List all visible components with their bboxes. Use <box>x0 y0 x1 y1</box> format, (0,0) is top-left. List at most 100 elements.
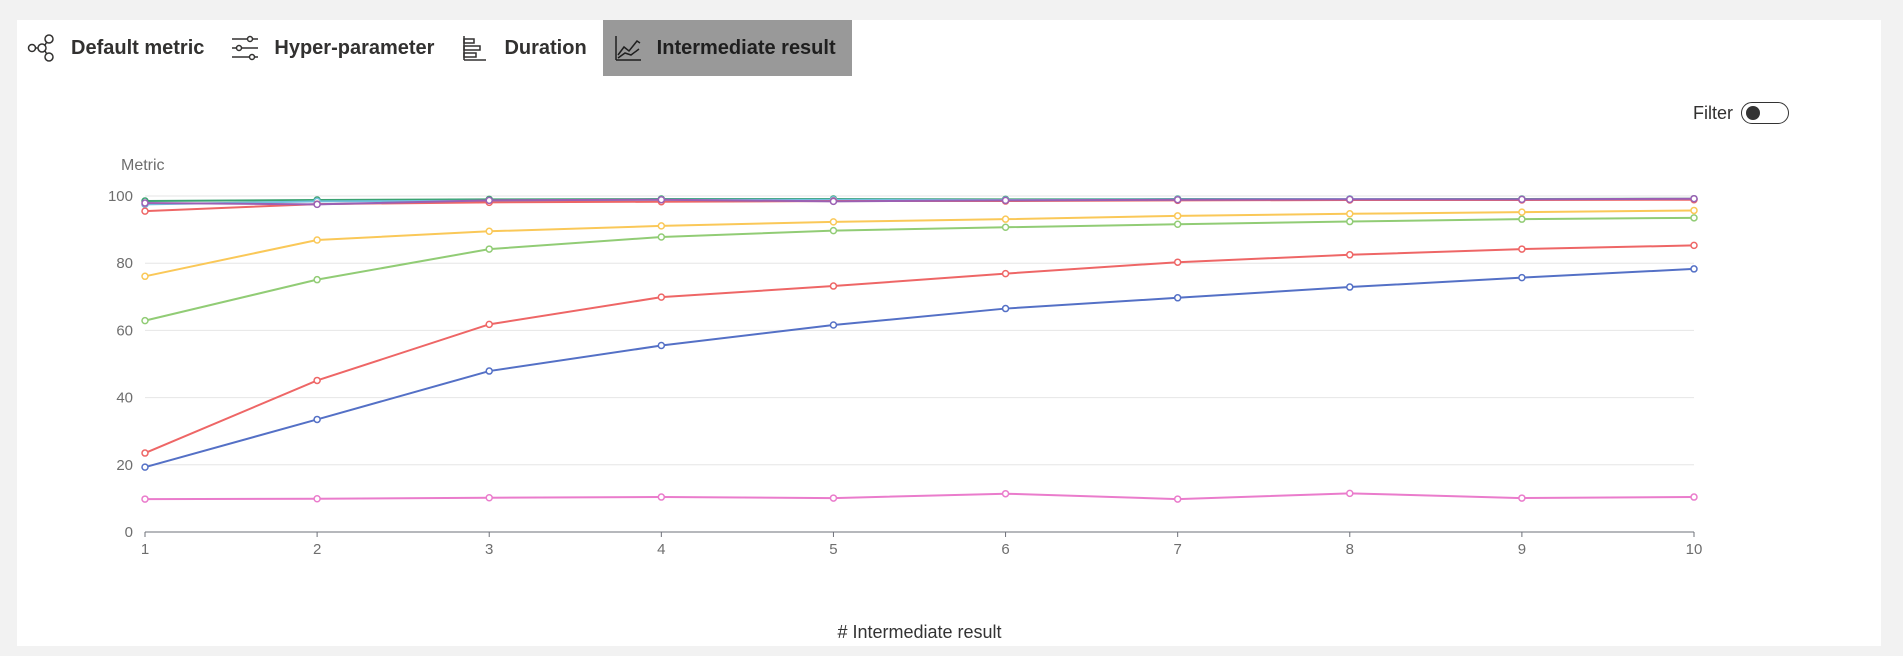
data-point <box>1690 493 1698 501</box>
data-point <box>313 236 321 244</box>
x-tick-label: 3 <box>485 541 493 558</box>
series-line <box>144 197 1695 206</box>
filter-label: Filter <box>1693 102 1733 123</box>
data-point <box>1346 251 1354 259</box>
intermediate-result-chart: 0 20 40 60 80 100 1 2 3 4 5 6 7 8 9 10 Metric # Intermedi… <box>108 157 1703 642</box>
data-point <box>1346 210 1354 218</box>
data-point <box>829 218 838 226</box>
x-tick-label: 9 <box>1518 541 1526 558</box>
data-point <box>313 200 321 209</box>
data-point <box>1518 245 1526 253</box>
chart-panel: Default metric Hyper-parameter Duration <box>17 20 1881 646</box>
y-axis-title: Metric <box>121 157 165 174</box>
data-point <box>485 227 493 236</box>
data-point <box>313 415 321 424</box>
data-point <box>1346 489 1354 498</box>
tab-intermediate-result[interactable]: Intermediate result <box>602 20 852 76</box>
y-tick-label: 40 <box>116 390 133 407</box>
data-point <box>141 207 149 215</box>
data-point <box>141 495 149 503</box>
data-point <box>1690 214 1698 222</box>
x-tick-label: 10 <box>1686 541 1703 558</box>
data-point <box>141 316 149 325</box>
data-point <box>1690 194 1698 203</box>
data-point <box>1518 215 1526 223</box>
data-point <box>485 196 493 205</box>
tab-intermediate-result-label: Intermediate result <box>656 36 836 59</box>
series-line <box>144 492 1695 501</box>
tab-hyper-parameter[interactable]: Hyper-parameter <box>220 20 450 76</box>
data-point <box>657 341 666 350</box>
series-line <box>144 244 1695 454</box>
data-point <box>1001 223 1010 231</box>
tab-default-metric[interactable]: Default metric <box>17 20 220 76</box>
data-point <box>141 449 149 457</box>
nodes-icon <box>27 34 54 62</box>
filter-toggle[interactable] <box>1741 102 1789 124</box>
data-point <box>1173 212 1182 220</box>
x-tick-label: 1 <box>141 541 149 558</box>
x-tick-label: 2 <box>313 541 321 558</box>
x-tick-label: 8 <box>1346 541 1354 558</box>
bar-chart-icon <box>463 36 487 61</box>
data-point <box>1001 269 1010 278</box>
data-point <box>141 272 149 281</box>
data-point <box>829 282 838 290</box>
data-point <box>657 493 666 501</box>
data-point <box>1173 294 1182 302</box>
filter-control: Filter <box>1693 102 1789 124</box>
tab-duration[interactable]: Duration <box>450 20 602 76</box>
data-point <box>313 494 321 503</box>
data-point <box>1001 489 1010 498</box>
data-point <box>1690 241 1698 250</box>
data-point <box>313 376 321 385</box>
x-tick-label: 7 <box>1173 541 1181 558</box>
data-point <box>1001 304 1010 313</box>
data-point <box>1173 220 1182 228</box>
data-point <box>141 463 149 471</box>
data-point <box>485 320 493 329</box>
data-point <box>1173 495 1182 503</box>
data-point <box>1173 258 1182 266</box>
data-point <box>1518 195 1526 204</box>
series-line <box>144 209 1695 278</box>
x-tick-label: 6 <box>1001 541 1009 558</box>
data-point <box>1518 494 1526 502</box>
data-point <box>1518 273 1526 282</box>
data-point <box>1173 195 1182 204</box>
data-point <box>1001 215 1010 223</box>
filter-toggle-knob <box>1746 106 1760 120</box>
y-tick-label: 20 <box>116 457 133 474</box>
data-point <box>485 245 493 253</box>
data-point <box>1346 283 1354 291</box>
data-point <box>657 195 666 204</box>
y-tick-label: 0 <box>125 524 133 541</box>
data-point <box>829 226 838 235</box>
tab-bar: Default metric Hyper-parameter Duration <box>17 20 852 76</box>
data-point <box>141 199 149 207</box>
data-point <box>1690 206 1698 215</box>
data-point <box>1346 217 1354 226</box>
data-point <box>829 494 838 502</box>
line-chart-icon <box>614 36 641 61</box>
data-point <box>485 493 493 502</box>
data-point <box>657 233 666 241</box>
y-tick-label: 60 <box>116 322 133 339</box>
data-point <box>1690 265 1698 273</box>
data-point <box>1346 195 1354 204</box>
data-point <box>313 275 321 284</box>
data-point <box>657 293 666 301</box>
data-point <box>1518 208 1526 216</box>
tab-hyper-parameter-label: Hyper-parameter <box>274 36 435 59</box>
tab-duration-label: Duration <box>504 36 587 59</box>
x-axis-title: # Intermediate result <box>837 622 1001 642</box>
x-tick-label: 4 <box>657 541 665 558</box>
sliders-icon <box>232 35 259 61</box>
data-point <box>829 321 838 329</box>
y-tick-label: 80 <box>116 255 133 272</box>
x-tick-label: 5 <box>829 541 837 558</box>
y-tick-label: 100 <box>108 188 133 205</box>
data-point <box>1001 196 1010 205</box>
tab-default-metric-label: Default metric <box>71 36 205 59</box>
data-point <box>657 222 666 230</box>
